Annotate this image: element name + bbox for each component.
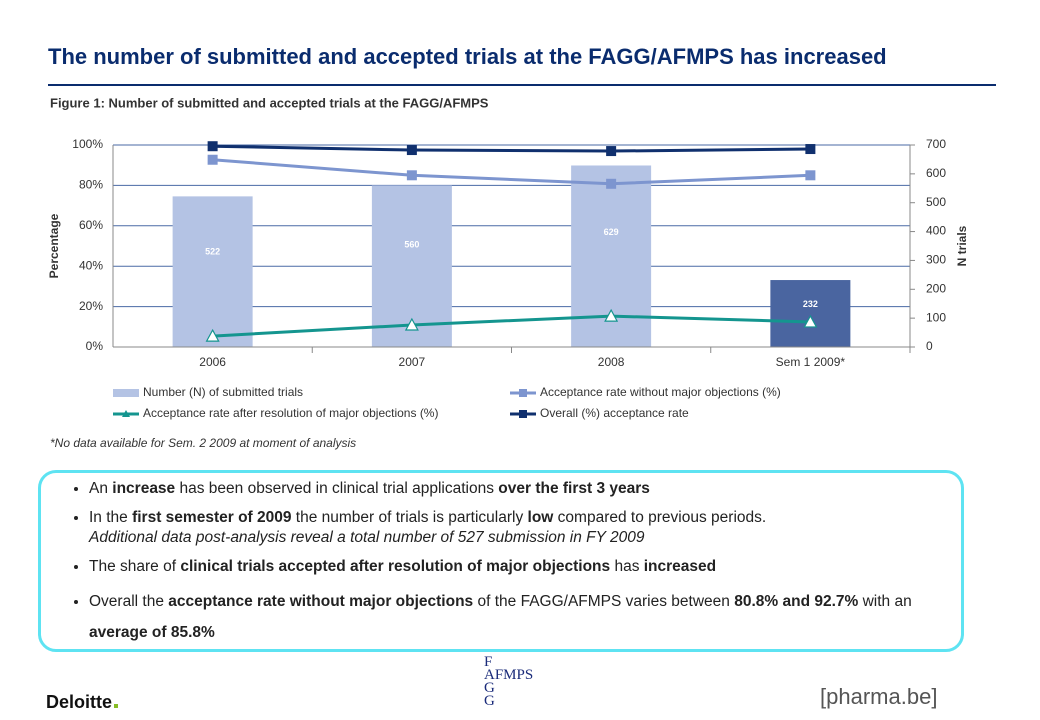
line xyxy=(212,144,811,153)
x-tick-label: 2006 xyxy=(199,355,226,369)
marker xyxy=(404,317,419,331)
legend-marker xyxy=(519,410,527,418)
marker xyxy=(606,178,617,189)
legend-label: Number (N) of submitted trials xyxy=(143,385,303,399)
bullet-box: An increase has been observed in clinica… xyxy=(38,470,964,652)
footnote: *No data available for Sem. 2 2009 at mo… xyxy=(50,436,356,450)
legend-label: Overall (%) acceptance rate xyxy=(540,406,689,420)
line xyxy=(212,158,811,186)
pharma-logo: [pharma.be] xyxy=(820,684,938,709)
marker xyxy=(606,146,617,157)
y2-tick-label: 200 xyxy=(926,281,946,295)
y2-tick-label: 100 xyxy=(926,310,946,324)
y2-tick-label: 0 xyxy=(926,339,933,353)
legend-marker xyxy=(122,410,130,417)
bar xyxy=(770,280,851,347)
bar-label: 522 xyxy=(205,246,220,256)
x-tick-label: Sem 1 2009* xyxy=(776,355,846,369)
y-tick-label: 80% xyxy=(79,178,103,192)
bar-label: 629 xyxy=(604,227,619,237)
bar-label: 232 xyxy=(803,299,818,309)
title-rule xyxy=(48,84,996,86)
chart-title: Figure 1: Number of submitted and accept… xyxy=(50,95,489,110)
legend-label: Acceptance rate without major objections… xyxy=(540,385,781,399)
y2-tick-label: 300 xyxy=(926,253,946,267)
marker xyxy=(207,141,218,152)
x-tick-label: 2007 xyxy=(399,355,426,369)
y2-tick-label: 500 xyxy=(926,195,946,209)
marker xyxy=(803,314,818,328)
marker xyxy=(805,144,816,155)
marker xyxy=(604,308,619,322)
y-tick-label: 20% xyxy=(79,299,103,313)
deloitte-logo: Deloitte xyxy=(46,692,119,713)
marker xyxy=(406,170,417,181)
legend-label: Acceptance rate after resolution of majo… xyxy=(143,406,438,420)
bar-label: 560 xyxy=(404,240,419,250)
bar xyxy=(172,196,253,347)
y-tick-label: 0% xyxy=(86,339,104,353)
y-axis-label: Percentage xyxy=(47,213,61,278)
bullet: In the first semester of 2009 the number… xyxy=(89,508,961,548)
marker xyxy=(207,154,218,165)
marker xyxy=(406,145,417,156)
legend-swatch xyxy=(113,389,139,397)
y-tick-label: 100% xyxy=(72,137,103,151)
bullet: The share of clinical trials accepted af… xyxy=(89,557,961,577)
slide-title: The number of submitted and accepted tri… xyxy=(48,44,887,69)
line xyxy=(212,314,811,338)
marker xyxy=(205,328,220,342)
bullet: Overall the acceptance rate without majo… xyxy=(89,586,961,648)
x-tick-label: 2008 xyxy=(598,355,625,369)
chart: Figure 1: Number of submitted and accept… xyxy=(47,95,969,450)
afmps-logo: F AFMPS G G xyxy=(484,654,534,709)
y2-tick-label: 700 xyxy=(926,137,946,151)
marker xyxy=(805,170,816,181)
y2-tick-label: 600 xyxy=(926,166,946,180)
y2-axis-label: N trials xyxy=(955,225,969,266)
legend-marker xyxy=(519,389,527,397)
y-tick-label: 60% xyxy=(79,218,103,232)
y-tick-label: 40% xyxy=(79,258,103,272)
bullet: An increase has been observed in clinica… xyxy=(89,479,961,499)
y2-tick-label: 400 xyxy=(926,224,946,238)
